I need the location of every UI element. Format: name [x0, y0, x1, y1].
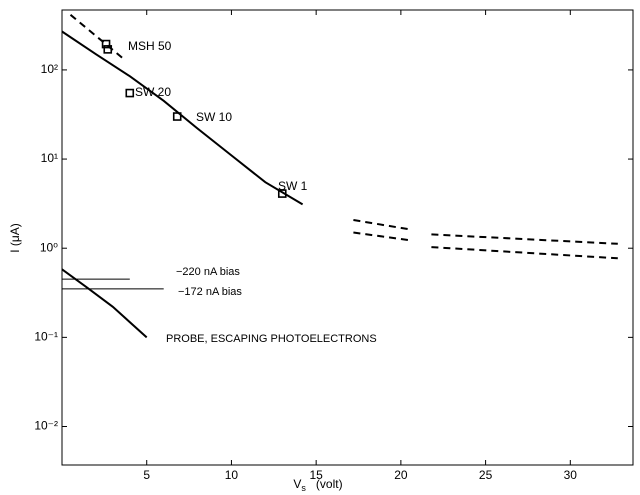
- data-marker: [277, 189, 287, 198]
- y-tick-label: 10¹: [41, 151, 58, 165]
- annotation: PROBE, ESCAPING PHOTOELECTRONS: [166, 333, 377, 345]
- x-tick-label: 25: [479, 468, 493, 482]
- series-line: [353, 231, 410, 242]
- series-line: [431, 233, 618, 245]
- x-axis-label-sub: s: [301, 483, 306, 493]
- annotation: −220 nA bias: [176, 266, 240, 278]
- x-axis-label: Vs (volt): [293, 477, 342, 493]
- x-tick-label: 10: [225, 468, 239, 482]
- annotation: MSH 50: [128, 39, 172, 53]
- y-tick-label: 10²: [41, 62, 58, 76]
- series-line: [353, 219, 410, 231]
- y-tick-label: 10⁻¹: [34, 330, 58, 344]
- series-line: [61, 268, 148, 339]
- x-axis-label-main: V: [293, 477, 301, 491]
- y-tick-label: 10⁰: [40, 240, 58, 254]
- annotation: SW 20: [135, 85, 171, 99]
- plot-frame: [61, 9, 634, 466]
- x-tick-label: 20: [394, 468, 408, 482]
- annotation: −172 nA bias: [178, 286, 242, 298]
- data-marker: [103, 45, 113, 54]
- series-line: [61, 30, 304, 206]
- series-line: [431, 246, 618, 260]
- x-tick-label: 30: [564, 468, 578, 482]
- x-tick-label: 15: [309, 468, 323, 482]
- series-line: [69, 14, 126, 61]
- data-marker: [125, 88, 135, 98]
- x-tick-label: 5: [143, 468, 150, 482]
- x-axis-label-unit: (volt): [316, 477, 343, 491]
- data-marker: [101, 39, 111, 49]
- data-marker: [172, 112, 182, 121]
- annotation: SW 10: [196, 110, 232, 124]
- y-tick-label: 10⁻²: [34, 419, 58, 433]
- annotation: SW 1: [278, 179, 308, 193]
- y-axis-label: I (μA): [8, 223, 22, 253]
